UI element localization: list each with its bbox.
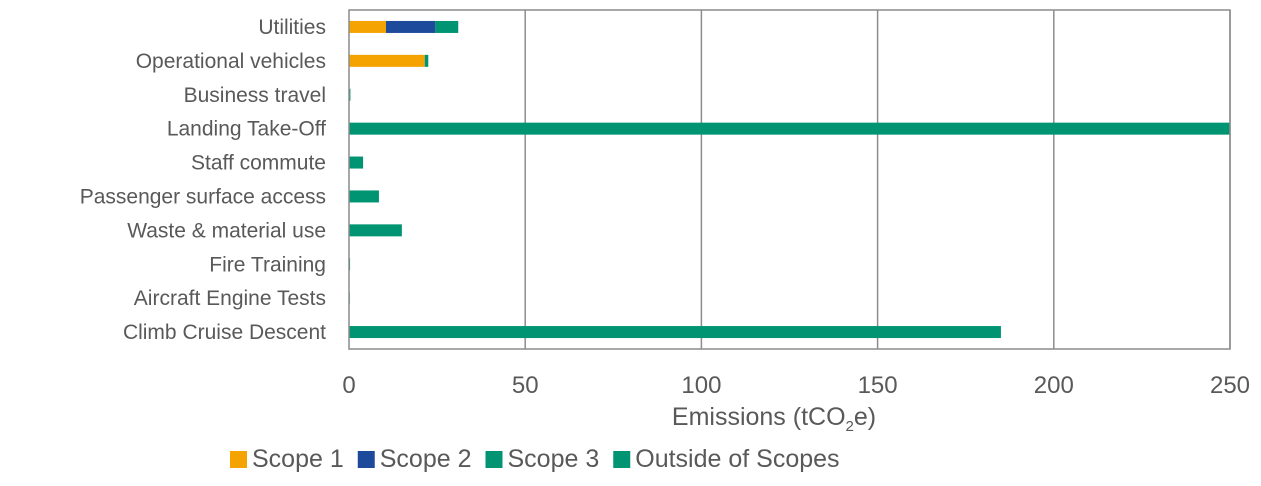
bar-segment bbox=[349, 20, 387, 33]
x-tick-label: 50 bbox=[512, 372, 539, 399]
bar-segment bbox=[349, 224, 402, 237]
bar-segment bbox=[349, 54, 425, 67]
category-label: Passenger surface access bbox=[80, 185, 326, 208]
category-label: Business travel bbox=[184, 84, 326, 107]
category-label: Utilities bbox=[258, 16, 326, 39]
x-tick-label: 100 bbox=[681, 372, 721, 399]
vertical-gridlines bbox=[524, 10, 1231, 349]
category-labels: Utilities Operational vehicles Business tr… bbox=[80, 16, 326, 344]
category-label: Landing Take-Off bbox=[167, 118, 326, 141]
category-label: Staff commute bbox=[191, 152, 326, 175]
x-axis-title: Emissions (tCO2e) bbox=[672, 403, 876, 435]
bar-segment bbox=[349, 156, 364, 169]
bar-segment bbox=[349, 326, 1001, 339]
bar-segment bbox=[386, 20, 436, 33]
x-axis-title-suffix: e) bbox=[854, 403, 876, 431]
x-tick-label: 150 bbox=[858, 372, 898, 399]
x-tick-label: 0 bbox=[342, 372, 355, 399]
x-axis-title-main: Emissions (tCO bbox=[672, 403, 846, 431]
category-label: Waste & material use bbox=[127, 219, 326, 242]
legend-label: Scope 3 bbox=[508, 445, 600, 473]
legend: Scope 1 Scope 2 Scope 3 Outside of Scopes bbox=[230, 445, 840, 473]
x-axis-title-subscript: 2 bbox=[846, 418, 854, 435]
plot-frame bbox=[348, 9, 1231, 350]
legend-swatch bbox=[613, 451, 631, 468]
bar-segment bbox=[424, 54, 429, 67]
category-label: Climb Cruise Descent bbox=[123, 321, 326, 344]
x-tick-label: 200 bbox=[1034, 372, 1074, 399]
legend-swatch bbox=[485, 451, 503, 468]
bar-segment bbox=[435, 20, 459, 33]
x-tick-labels: 0 50 100 150 200 250 bbox=[342, 372, 1250, 399]
legend-swatch bbox=[357, 451, 375, 468]
legend-swatch bbox=[230, 451, 247, 468]
category-label: Aircraft Engine Tests bbox=[134, 287, 326, 310]
legend-label: Outside of Scopes bbox=[635, 445, 839, 473]
category-label: Operational vehicles bbox=[136, 50, 326, 73]
x-tick-label: 250 bbox=[1210, 372, 1250, 399]
legend-label: Scope 1 bbox=[252, 445, 344, 473]
bar-segment bbox=[349, 190, 379, 203]
bar-series bbox=[349, 20, 1230, 339]
category-label: Fire Training bbox=[209, 253, 326, 276]
plot-border bbox=[348, 9, 1231, 350]
bar-segment bbox=[349, 122, 1230, 135]
legend-label: Scope 2 bbox=[380, 445, 472, 473]
